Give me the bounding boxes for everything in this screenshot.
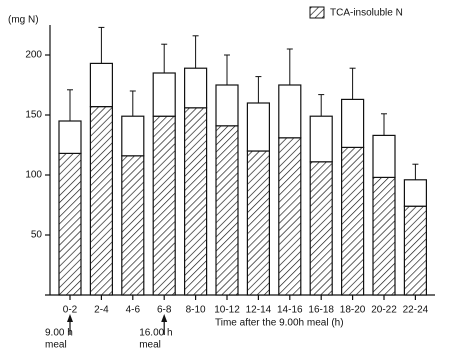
- bar-segment: [121, 115, 145, 157]
- bar-segment: [372, 134, 396, 178]
- legend-swatch: [309, 6, 325, 19]
- x-tick-label: 0-2: [63, 305, 78, 316]
- y-tick-label: 150: [25, 110, 42, 121]
- bar-segment: [309, 115, 333, 163]
- bar-segment: [246, 102, 270, 152]
- x-tick-label: 14-16: [277, 305, 303, 316]
- bar-segment: [152, 72, 176, 117]
- bar-segment: [89, 105, 114, 296]
- bar-segment: [152, 115, 176, 296]
- arrow-head: [67, 314, 73, 322]
- bar-segment: [403, 205, 427, 296]
- arrow-head: [161, 314, 168, 322]
- x-tick-label: 8-10: [186, 305, 206, 316]
- y-tick-label: 100: [25, 170, 42, 181]
- bar-segment: [121, 155, 145, 296]
- x-tick-label: 12-14: [246, 305, 272, 316]
- bar-segment: [278, 137, 302, 296]
- bar-segment: [215, 84, 239, 127]
- legend-label: TCA-insoluble N: [330, 8, 403, 19]
- annotation: 16.00 h: [139, 328, 172, 339]
- bar-segment: [89, 62, 114, 108]
- bar-segment: [372, 176, 396, 296]
- bar-segment: [58, 120, 82, 155]
- x-tick-label: 18-20: [340, 305, 366, 316]
- bar-segment: [341, 98, 365, 149]
- x-axis-label: Time after the 9.00h meal (h): [215, 318, 344, 329]
- annotation: meal: [45, 340, 67, 351]
- x-tick-label: 22-24: [403, 305, 429, 316]
- bar-segment: [58, 152, 82, 296]
- x-tick-label: 20-22: [371, 305, 397, 316]
- x-tick-label: 10-12: [214, 305, 240, 316]
- y-unit: (mg N): [8, 15, 39, 26]
- x-tick-label: 16-18: [308, 305, 334, 316]
- bar-segment: [341, 146, 365, 296]
- y-tick-label: 50: [31, 230, 43, 241]
- bar-segment: [403, 179, 427, 207]
- x-tick-label: 6-8: [157, 305, 172, 316]
- annotation: meal: [139, 340, 161, 351]
- x-tick-label: 2-4: [94, 305, 109, 316]
- y-tick-label: 200: [25, 50, 42, 61]
- bar-segment: [215, 125, 239, 296]
- x-tick-label: 4-6: [126, 305, 141, 316]
- annotation: 9.00 h: [45, 328, 73, 339]
- bar-segment: [246, 150, 270, 296]
- bar-segment: [184, 107, 208, 296]
- bar-segment: [309, 161, 333, 296]
- bar-segment: [184, 67, 208, 109]
- bar-segment: [278, 84, 302, 139]
